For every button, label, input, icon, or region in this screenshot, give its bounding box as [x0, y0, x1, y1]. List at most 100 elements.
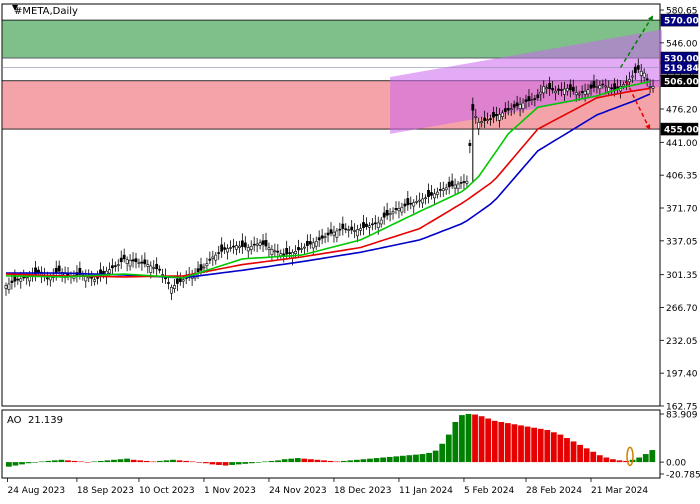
ao-bar [550, 432, 557, 463]
candle-body [480, 121, 484, 124]
chart-title: #META,Daily [14, 6, 78, 17]
candle-body [214, 254, 218, 261]
candle-body [108, 269, 111, 274]
candle-body [93, 279, 97, 282]
candle-body [356, 229, 359, 237]
candle-body [610, 87, 614, 90]
candle-body [639, 70, 643, 76]
candle-body [311, 242, 315, 249]
ao-bar [524, 426, 531, 463]
time-tick-label: 18 Sep 2023 [77, 486, 134, 496]
ao-bar [485, 418, 492, 463]
ao-bar [248, 462, 255, 464]
candle-body [509, 108, 513, 111]
candle-body [601, 83, 605, 86]
candle-body [308, 241, 312, 245]
candle-body [137, 262, 141, 264]
candle-body [459, 182, 463, 184]
ao-value: 21.139 [28, 415, 63, 426]
candle-body [456, 183, 460, 190]
forecast-green-line [619, 14, 654, 68]
candle-body [633, 66, 637, 73]
candle-body [409, 202, 413, 205]
ao-highlight-marker [626, 446, 634, 467]
candle-body [273, 250, 277, 253]
ao-bar [288, 458, 295, 463]
ao-bar [117, 459, 124, 463]
ao-bar [399, 455, 406, 463]
ao-bar [130, 459, 137, 463]
ao-bar [623, 460, 629, 463]
ao-bar [71, 460, 78, 463]
ao-bar [649, 450, 656, 463]
price-tick-label: 197.40 [666, 370, 698, 380]
candle-body [518, 104, 522, 110]
candle-body [167, 282, 170, 284]
candle-body [424, 197, 427, 200]
candle-body [305, 240, 309, 246]
ao-bar [38, 461, 45, 463]
ao-bar [367, 458, 373, 463]
candle-body [261, 240, 265, 245]
ao-bar [491, 420, 498, 463]
ao-bar [137, 460, 144, 463]
ao-bar [255, 462, 262, 463]
candle-body [492, 112, 495, 118]
candle-body [232, 245, 235, 248]
ao-bar [603, 457, 610, 463]
candle-body [379, 219, 383, 225]
ao-bar [393, 456, 400, 463]
time-tick-label: 24 Aug 2023 [7, 486, 65, 496]
candle-body [580, 91, 584, 93]
ao-bar [163, 460, 170, 463]
candle-body [595, 86, 599, 88]
trend-channel [390, 29, 662, 134]
candle-body [651, 86, 655, 89]
candle-body [152, 267, 156, 269]
candle-body [433, 193, 436, 199]
candle-body [577, 93, 581, 96]
candle-body [376, 222, 380, 228]
candle-body [468, 143, 472, 146]
ao-bar [452, 421, 459, 463]
dropdown-arrow-icon[interactable]: ▼ [12, 3, 19, 12]
candle-body [382, 212, 386, 218]
candle-body [350, 226, 354, 231]
candle-body [125, 259, 129, 264]
candle-body [229, 247, 232, 249]
ao-bar [472, 414, 478, 463]
candle-body [4, 285, 8, 289]
time-tick-label: 21 Mar 2024 [591, 486, 648, 496]
candles [4, 58, 655, 301]
ao-bar [518, 425, 524, 463]
candle-body [539, 91, 543, 95]
price-highlight-box [660, 13, 699, 27]
candle-body [119, 257, 123, 263]
candle-body [506, 108, 510, 111]
ao-bar [583, 448, 590, 463]
ao-bar [426, 452, 432, 463]
candle-body [571, 86, 575, 92]
candle-body [255, 243, 259, 246]
price-tick-label: 580.65 [666, 7, 698, 17]
candle-body [557, 88, 560, 91]
candle-body [435, 191, 439, 195]
ao-bar [78, 461, 84, 463]
ao-bar [340, 460, 347, 463]
candle-body [607, 87, 611, 92]
price-tick-label: 371.70 [666, 205, 698, 215]
candle-body [589, 84, 593, 89]
candle-body [178, 277, 182, 282]
forecast-red-line [625, 81, 651, 131]
candle-body [400, 206, 404, 213]
candle-body [515, 102, 519, 107]
candle-body [365, 223, 368, 227]
ao-bar [294, 458, 301, 463]
candle-body [530, 99, 534, 102]
candle-body [598, 85, 602, 90]
candle-body [175, 278, 179, 284]
candle-body [421, 198, 424, 204]
candle-body [300, 248, 303, 250]
price-tick-label: 441.00 [666, 139, 698, 149]
candle-body [199, 264, 203, 271]
